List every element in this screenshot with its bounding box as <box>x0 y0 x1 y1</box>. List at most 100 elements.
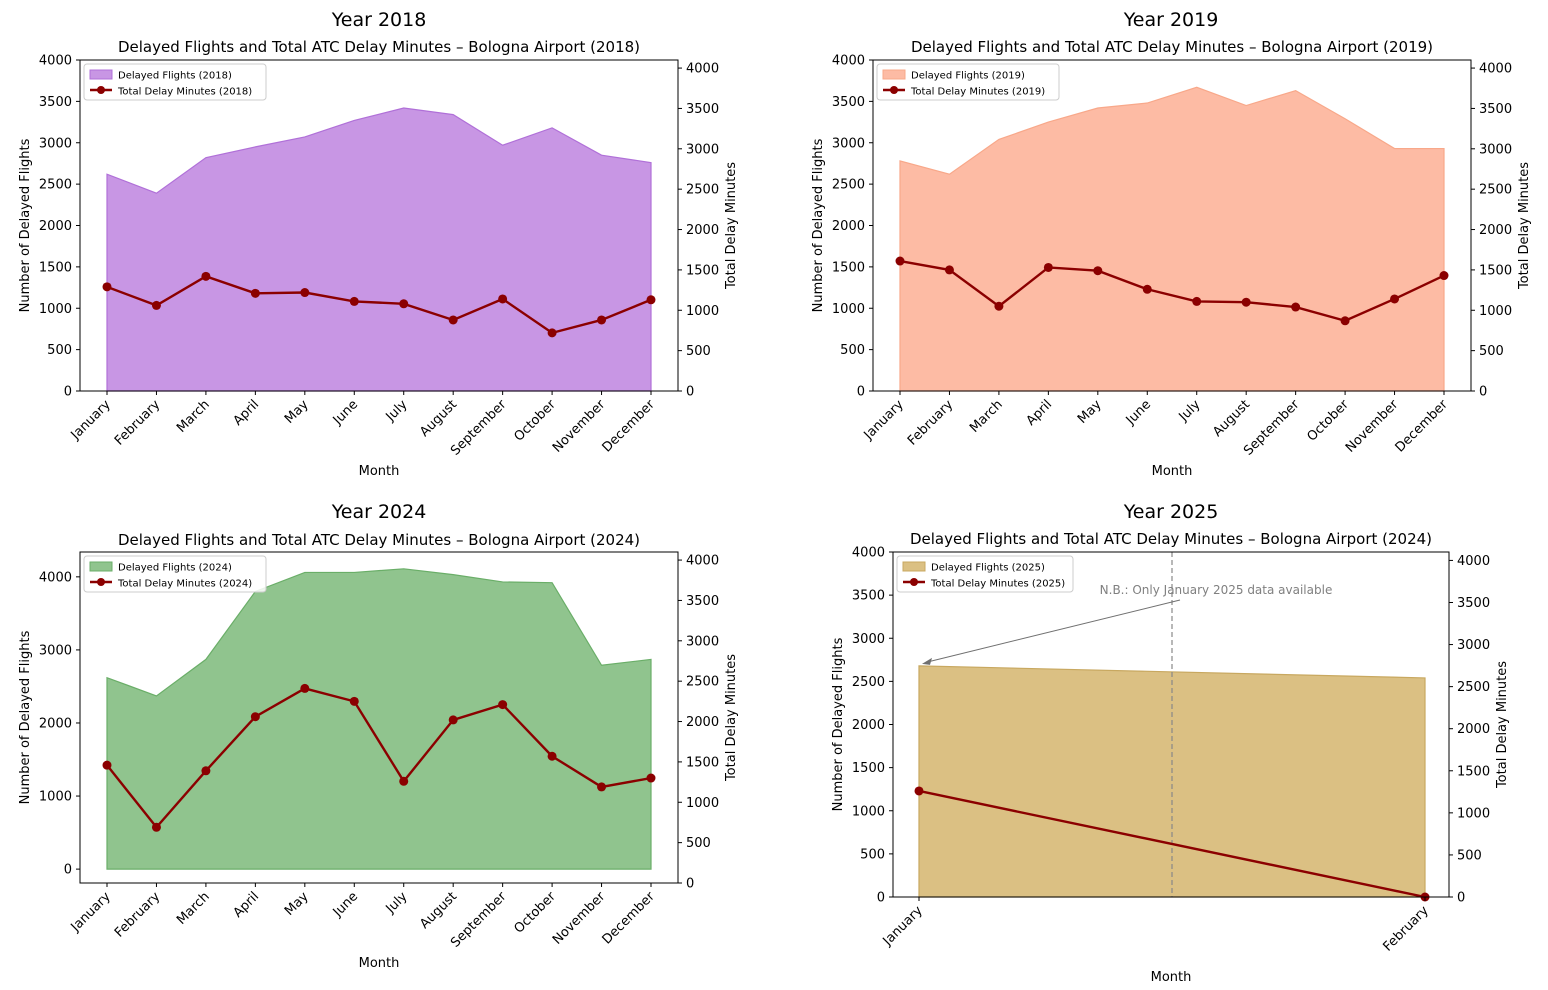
y-tick-label: 1000 <box>832 302 865 317</box>
x-tick-label: December <box>600 889 659 948</box>
x-tick-label: December <box>1393 397 1452 456</box>
x-tick-label: August <box>417 889 460 932</box>
line-series-delay-minutes <box>899 259 1445 323</box>
y2-tick-label: 1000 <box>686 796 719 811</box>
chart-title: Delayed Flights and Total ATC Delay Minu… <box>911 38 1433 56</box>
y-tick-label: 3000 <box>39 643 72 658</box>
y-tick-label: 2500 <box>39 178 72 193</box>
annotation-arrow-head <box>922 657 932 665</box>
y-tick-label: 2000 <box>852 718 885 733</box>
y2-tick-label: 2000 <box>1479 223 1512 238</box>
panel-suptitle: Year 2024 <box>331 501 427 523</box>
y-tick-label: 1500 <box>832 260 865 275</box>
x-tick-label: January <box>861 397 907 443</box>
y2-tick-label: 2500 <box>686 675 719 690</box>
y2-tick-label: 3500 <box>1479 102 1512 117</box>
delay-minutes-point <box>349 696 359 706</box>
delay-minutes-point <box>1340 316 1350 326</box>
x-tick-label: July <box>1176 397 1204 425</box>
y2-tick-label: 2500 <box>1479 183 1512 198</box>
y2-tick-label: 1500 <box>1479 263 1512 278</box>
x-axis-label: Month <box>1151 970 1192 985</box>
annotation-note: N.B.: Only January 2025 data available <box>1100 583 1333 597</box>
legend-swatch-marker <box>97 578 105 586</box>
legend-swatch-area <box>89 561 113 572</box>
legend: Delayed Flights (2019) Total Delay Minute… <box>876 63 1060 101</box>
x-tick-label: March <box>967 397 1006 436</box>
delay-minutes-point <box>300 683 310 693</box>
y-tick-label: 500 <box>840 343 865 358</box>
y2-tick-label: 1000 <box>1457 806 1490 821</box>
delay-minutes-point <box>250 288 260 298</box>
legend-swatch-area <box>902 561 926 572</box>
delay-minutes-point <box>250 712 260 722</box>
x-tick-label: April <box>231 397 263 429</box>
area-series-delayed-flights <box>106 568 652 870</box>
legend-label-line: Total Delay Minutes (2018) <box>117 87 252 98</box>
delay-minutes-point <box>1291 302 1301 312</box>
x-axis-label: Month <box>1152 464 1193 479</box>
line-series-delay-minutes <box>106 687 652 830</box>
chart-panel-2: Year 2019 Delayed Flights and Total ATC D… <box>811 9 1532 479</box>
chart-title: Delayed Flights and Total ATC Delay Minu… <box>118 38 640 56</box>
delay-minutes-point <box>1142 284 1152 294</box>
y-tick-label: 3000 <box>832 136 865 151</box>
y-tick-label: 2500 <box>832 178 865 193</box>
legend-label-area: Delayed Flights (2024) <box>118 563 232 574</box>
x-tick-label: May <box>1075 397 1105 427</box>
delay-minutes-point <box>1241 297 1251 307</box>
x-tick-label: May <box>282 397 312 427</box>
y2-tick-label: 500 <box>1479 344 1504 359</box>
chart-panel-1: Year 2018 Delayed Flights and Total ATC D… <box>18 9 739 479</box>
y-tick-label: 1500 <box>852 761 885 776</box>
delay-minutes-point <box>201 271 211 281</box>
y2-tick-label: 3500 <box>686 102 719 117</box>
x-tick-label: February <box>112 397 164 449</box>
panel-suptitle: Year 2025 <box>1123 501 1219 523</box>
x-tick-label: October <box>1305 397 1353 445</box>
x-tick-label: August <box>417 397 460 440</box>
x-tick-label: December <box>600 397 659 456</box>
x-tick-label: June <box>330 397 361 428</box>
delay-minutes-point <box>597 782 607 792</box>
delay-minutes-point <box>399 299 409 309</box>
legend-swatch-area <box>882 69 906 80</box>
x-tick-label: April <box>231 889 263 921</box>
y-tick-label: 3500 <box>852 589 885 604</box>
y2-tick-label: 2000 <box>686 223 719 238</box>
y2-tick-label: 2000 <box>686 715 719 730</box>
axes-frame <box>79 551 679 884</box>
legend-label-area: Delayed Flights (2019) <box>911 71 1025 82</box>
line-series-delay-minutes <box>106 275 652 335</box>
y2-tick-label: 4000 <box>686 62 719 77</box>
y-tick-label: 1500 <box>39 260 72 275</box>
y-axis-label: Number of Delayed Flights <box>811 138 826 312</box>
y2-tick-label: 1000 <box>686 304 719 319</box>
y-tick-label: 4000 <box>852 546 885 561</box>
y2-tick-label: 1500 <box>686 755 719 770</box>
y2-tick-label: 0 <box>1479 385 1487 400</box>
x-tick-label: February <box>112 889 164 941</box>
x-axis-label: Month <box>359 956 400 971</box>
y2-tick-label: 4000 <box>1479 62 1512 77</box>
x-tick-label: June <box>330 889 361 920</box>
x-tick-label: January <box>68 889 114 935</box>
y2-tick-label: 3000 <box>1479 142 1512 157</box>
y2-tick-label: 500 <box>686 836 711 851</box>
annotation-arrow-line <box>927 599 1181 663</box>
y-axis-label: Number of Delayed Flights <box>831 637 846 811</box>
x-tick-label: January <box>68 397 114 443</box>
x-tick-label: November <box>1343 397 1402 456</box>
x-tick-label: June <box>1123 397 1154 428</box>
delay-minutes-point <box>1439 271 1449 281</box>
delay-minutes-point <box>498 700 508 710</box>
delay-minutes-point <box>399 776 409 786</box>
delay-minutes-point <box>994 301 1004 311</box>
chart-title: Delayed Flights and Total ATC Delay Minu… <box>118 531 640 549</box>
delay-minutes-point <box>646 773 656 783</box>
y-tick-label: 3000 <box>39 136 72 151</box>
y-tick-label: 1000 <box>39 302 72 317</box>
x-axis-label: Month <box>359 464 400 479</box>
x-tick-label: October <box>512 889 560 937</box>
